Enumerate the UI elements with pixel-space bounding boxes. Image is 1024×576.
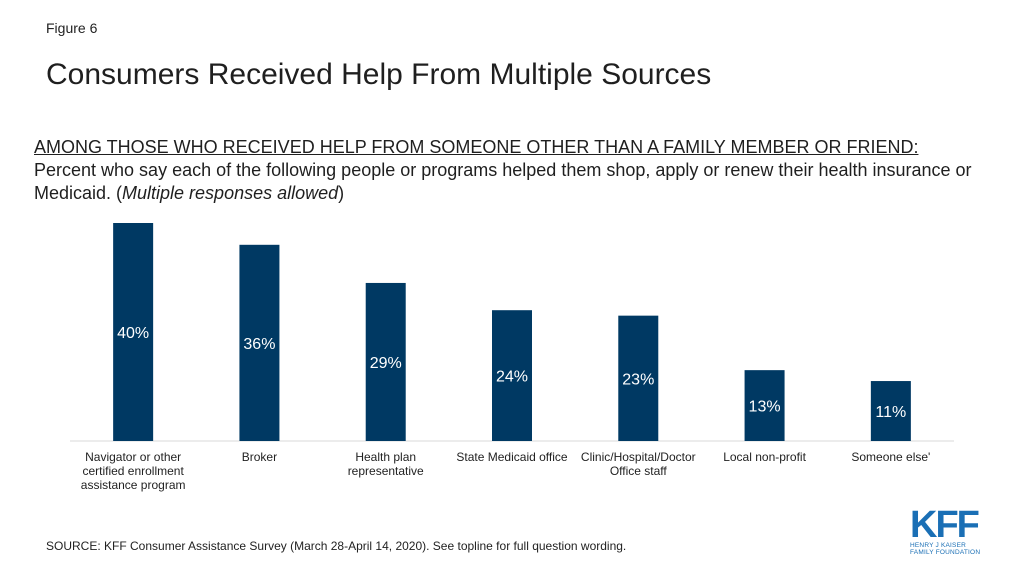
category-label-1: Broker <box>242 450 277 464</box>
bar-1 <box>239 244 280 441</box>
source-note: SOURCE: KFF Consumer Assistance Survey (… <box>46 539 627 553</box>
category-label-line: State Medicaid office <box>456 450 568 464</box>
subtitle-italic: Multiple responses allowed <box>122 183 339 203</box>
category-label-6: Someone else' <box>851 450 930 464</box>
bar-5 <box>744 370 785 441</box>
bar-3 <box>492 310 532 441</box>
category-label-4: Clinic/Hospital/Doctor Office staff <box>581 450 696 478</box>
subtitle-body: Percent who say each of the following pe… <box>34 160 972 203</box>
data-label-1: 36% <box>243 336 275 353</box>
subtitle-close: ) <box>338 183 345 203</box>
data-label-3: 24% <box>496 369 528 386</box>
logo-line-1: HENRY J KAISER <box>910 542 967 549</box>
page-title: Consumers Received Help From Multiple So… <box>46 58 712 91</box>
bar-4 <box>618 315 659 441</box>
data-label-6: 11% <box>875 404 906 421</box>
logo-line-2: FAMILY FOUNDATION <box>910 549 981 556</box>
data-label-5: 13% <box>749 399 781 416</box>
category-label-line: certified enrollment <box>82 464 184 478</box>
data-label-4: 23% <box>622 371 654 388</box>
category-label-line: Health plan <box>355 450 416 464</box>
category-label-line: assistance program <box>81 478 186 492</box>
data-label-2: 29% <box>370 355 402 372</box>
chart-subtitle: AMONG THOSE WHO RECEIVED HELP FROM SOMEO… <box>34 136 974 205</box>
category-label-3: State Medicaid office <box>456 450 568 464</box>
category-label-line: Clinic/Hospital/Doctor <box>581 450 696 464</box>
kff-logo: KFF HENRY J KAISER FAMILY FOUNDATION <box>910 504 990 556</box>
category-label-line: Office staff <box>610 464 668 478</box>
category-label-0: Navigator or other certified enrollment as… <box>81 450 186 492</box>
logo-mark: KFF <box>910 504 980 546</box>
category-label-2: Health plan representative <box>348 450 424 478</box>
subtitle-underlined: AMONG THOSE WHO RECEIVED HELP FROM SOMEO… <box>34 137 919 157</box>
category-label-line: Broker <box>242 450 277 464</box>
category-label-line: representative <box>348 464 424 478</box>
figure-label: Figure 6 <box>46 20 98 36</box>
category-label-line: Local non-profit <box>723 450 806 464</box>
bar-6 <box>870 381 911 441</box>
bar-2 <box>365 282 406 441</box>
bar-0 <box>113 223 154 441</box>
category-label-line: Navigator or other <box>85 450 181 464</box>
data-label-0: 40% <box>117 325 149 342</box>
category-label-line: Someone else' <box>851 450 930 464</box>
category-label-5: Local non-profit <box>723 450 806 464</box>
